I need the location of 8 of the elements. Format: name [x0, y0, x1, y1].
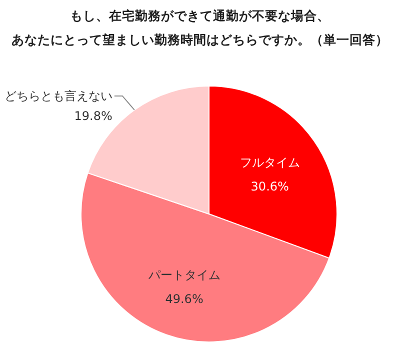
data-label: 30.6%	[250, 180, 289, 194]
slice-label: どちらとも言えない	[4, 88, 112, 103]
chart-title: もし、在宅勤務ができて通勤が不要な場合、	[70, 8, 330, 23]
chart-subtitle: あなたにとって望ましい勤務時間はどちらですか。（単一回答）	[12, 32, 388, 47]
data-label: 19.8%	[74, 108, 112, 123]
data-label: 49.6%	[165, 292, 204, 306]
slice-label: パートタイム	[147, 268, 220, 282]
slice-label: フルタイム	[240, 156, 300, 170]
